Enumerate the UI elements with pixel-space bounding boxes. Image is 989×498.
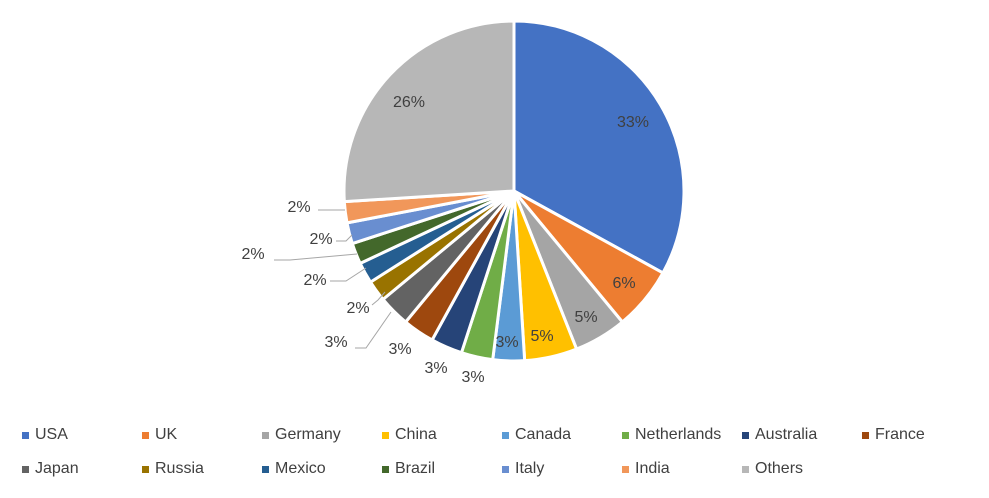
- legend-swatch: [22, 431, 29, 439]
- data-label-china: 5%: [530, 328, 553, 345]
- legend-label: Others: [755, 460, 804, 477]
- legend-label: Australia: [755, 426, 818, 443]
- legend-swatch: [862, 431, 869, 439]
- legend-item-japan: Japan: [22, 460, 142, 478]
- pie-plot-area: 33% 6% 5% 5% 3% 3% 3% 3% 3% 2% 2% 2% 2% 2% 26%: [241, 19, 686, 386]
- legend-label: France: [875, 426, 925, 443]
- legend-item-others: Others: [742, 460, 862, 478]
- data-label-canada: 3%: [495, 334, 518, 351]
- legend-swatch: [622, 431, 629, 439]
- legend-label: UK: [155, 426, 178, 443]
- data-label-italy: 2%: [309, 231, 332, 248]
- legend-swatch: [742, 431, 749, 439]
- legend-label: Russia: [155, 460, 204, 477]
- legend-item-canada: Canada: [502, 426, 622, 444]
- leader-line-italy: [336, 234, 353, 242]
- legend-swatch: [382, 465, 389, 473]
- legend-swatch: [22, 465, 29, 473]
- legend-swatch: [382, 431, 389, 439]
- legend-item-mexico: Mexico: [262, 460, 382, 478]
- data-label-india: 2%: [287, 199, 310, 216]
- legend-swatch: [262, 431, 269, 439]
- leader-line-mexico: [330, 267, 367, 282]
- legend-item-brazil: Brazil: [382, 460, 502, 478]
- legend-item-australia: Australia: [742, 426, 862, 444]
- legend-item-france: France: [862, 426, 982, 444]
- data-label-russia: 2%: [346, 300, 369, 317]
- data-label-australia: 3%: [424, 360, 447, 377]
- legend-swatch: [142, 431, 149, 439]
- legend-swatch: [622, 465, 629, 473]
- legend-label: Brazil: [395, 460, 436, 477]
- legend-item-germany: Germany: [262, 426, 382, 444]
- legend-swatch: [502, 431, 509, 439]
- legend-label: India: [635, 460, 670, 477]
- legend-swatch: [142, 465, 149, 473]
- pie-slice-others: [342, 19, 516, 204]
- data-label-usa: 33%: [617, 114, 649, 131]
- data-label-germany: 5%: [574, 309, 597, 326]
- legend-item-india: India: [622, 460, 742, 478]
- pie-slice-usa: [512, 19, 686, 275]
- leader-line-japan: [355, 311, 392, 349]
- data-label-uk: 6%: [612, 275, 635, 292]
- legend-item-china: China: [382, 426, 502, 444]
- legend-label: Italy: [515, 460, 545, 477]
- data-label-japan: 3%: [324, 334, 347, 351]
- data-label-netherlands: 3%: [461, 369, 484, 386]
- legend-label: Netherlands: [635, 426, 722, 443]
- data-label-france: 3%: [388, 341, 411, 358]
- legend-item-usa: USA: [22, 426, 142, 444]
- data-label-others: 26%: [393, 94, 425, 111]
- data-label-brazil: 2%: [241, 246, 264, 263]
- legend-item-italy: Italy: [502, 460, 622, 478]
- legend-item-uk: UK: [142, 426, 262, 444]
- legend-item-russia: Russia: [142, 460, 262, 478]
- chart-legend: USA UK Germany China Canada Netherlands Austra…: [22, 426, 982, 478]
- leader-line-brazil: [274, 253, 358, 261]
- legend-item-netherlands: Netherlands: [622, 426, 742, 444]
- legend-swatch: [262, 465, 269, 473]
- data-label-mexico: 2%: [303, 272, 326, 289]
- legend-label: Canada: [515, 426, 572, 443]
- leader-line-russia: [371, 291, 386, 306]
- legend-label: USA: [35, 426, 68, 443]
- legend-label: China: [395, 426, 437, 443]
- legend-label: Germany: [275, 426, 341, 443]
- legend-label: Mexico: [275, 460, 326, 477]
- legend-label: Japan: [35, 460, 79, 477]
- legend-swatch: [502, 465, 509, 473]
- legend-swatch: [742, 465, 749, 473]
